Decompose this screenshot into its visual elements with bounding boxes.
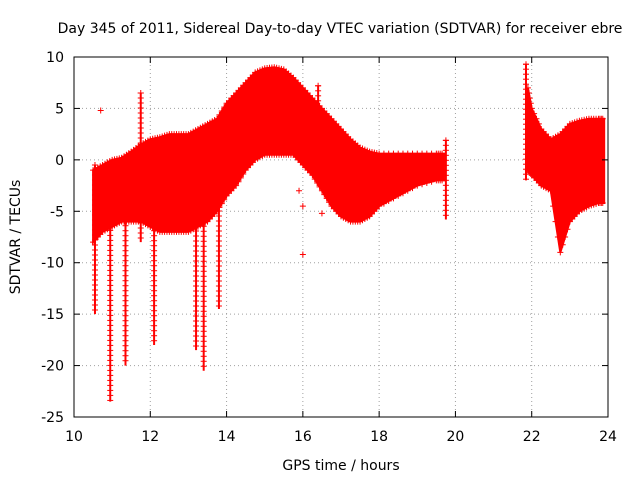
sdtvar-point <box>404 187 411 194</box>
sdtvar-point <box>221 104 228 111</box>
sdtvar-point <box>237 174 244 181</box>
sdtvar-point <box>218 108 225 114</box>
sdtvar-point <box>323 195 330 202</box>
sdtvar-point <box>315 82 322 89</box>
x-tick-label: 10 <box>65 429 83 445</box>
sdtvar-point <box>215 198 222 204</box>
sdtvar-point <box>527 100 534 107</box>
sdtvar-point <box>390 195 397 202</box>
x-tick-label: 18 <box>370 429 388 445</box>
sdtvar-point <box>547 187 554 194</box>
sdtvar-point <box>531 110 538 117</box>
sdtvar-point <box>442 137 449 144</box>
x-tick-label: 24 <box>599 429 617 445</box>
sdtvar-point <box>309 172 316 179</box>
sdtvar-point <box>376 203 383 210</box>
sdtvar-point <box>137 90 144 96</box>
x-tick-label: 14 <box>218 429 236 445</box>
x-axis-label: GPS time / hours <box>282 458 399 474</box>
sdtvar-point <box>428 178 435 185</box>
sdtvar-point <box>326 199 333 206</box>
sdtvar-point <box>321 191 328 198</box>
sdtvar-point <box>318 187 325 194</box>
sdtvar-point <box>528 105 535 112</box>
y-tick-label: -15 <box>41 307 64 323</box>
y-tick-label: 5 <box>55 101 64 117</box>
sdtvar-point <box>296 187 303 194</box>
sdtvar-point <box>107 177 114 184</box>
y-tick-label: 0 <box>55 153 64 169</box>
sdtvar-point <box>554 234 561 240</box>
sdtvar-point <box>299 203 306 210</box>
sdtvar-point <box>233 182 240 189</box>
sdtvar-point <box>151 187 158 194</box>
sdtvar-point <box>399 190 406 197</box>
axis-ticks: 10 12 14 16 18 20 22 24 10 5 0 -5 -10 -15 -20 -25 <box>41 50 617 445</box>
sdtvar-point <box>552 218 559 225</box>
x-tick-label: 12 <box>141 429 159 445</box>
sdtvar-point <box>522 61 529 68</box>
sdtvar-point <box>316 183 323 190</box>
sdtvar-point <box>599 115 606 122</box>
sdtvar-point <box>564 226 571 233</box>
sdtvar-point <box>562 234 569 240</box>
sdtvar-point <box>559 241 566 248</box>
sdtvar-point <box>385 198 392 204</box>
sdtvar-point <box>409 185 416 192</box>
plot-frame <box>73 56 609 418</box>
sdtvar-point <box>535 120 542 127</box>
sdtvar-point <box>599 200 606 207</box>
sdtvar-point <box>414 182 421 189</box>
sdtvar-point <box>314 180 321 186</box>
sdtvar-point <box>240 171 247 177</box>
sdtvar-point <box>380 200 387 207</box>
y-tick-label: -25 <box>41 410 64 426</box>
sdtvar-point <box>200 208 207 215</box>
sdtvar-point <box>557 249 564 256</box>
y-tick-label: -5 <box>50 204 64 220</box>
sdtvar-point <box>318 210 325 217</box>
y-tick-label: 10 <box>46 50 64 66</box>
sdtvar-point <box>439 150 446 157</box>
data-series <box>90 61 606 402</box>
sdtvar-point <box>214 115 221 122</box>
sdtvar-band <box>526 87 606 253</box>
sdtvar-point <box>122 187 129 194</box>
sdtvar-point <box>235 178 242 185</box>
sdtvar-point <box>193 198 200 204</box>
y-axis-label: SDTVAR / TECUs <box>8 180 24 295</box>
sdtvar-point <box>216 111 223 118</box>
sdtvar-point <box>97 107 104 114</box>
x-tick-label: 22 <box>523 429 541 445</box>
x-tick-label: 20 <box>447 429 465 445</box>
sdtvar-point <box>419 181 426 188</box>
sdtvar-point <box>395 192 402 199</box>
y-tick-label: -20 <box>41 359 64 375</box>
sdtvar-point <box>311 176 318 183</box>
x-tick-label: 16 <box>294 429 312 445</box>
chart-title: Day 345 of 2011, Sidereal Day-to-day VTE… <box>58 21 623 37</box>
sdtvar-point <box>423 180 430 186</box>
sdtvar-point <box>221 196 228 203</box>
sdtvar-point <box>533 115 540 122</box>
y-tick-label: -10 <box>41 256 64 272</box>
sdtvar-point <box>550 203 557 210</box>
sdtvar-point <box>91 162 98 168</box>
sdtvar-point <box>299 251 306 258</box>
sdtvar-point <box>526 95 533 102</box>
